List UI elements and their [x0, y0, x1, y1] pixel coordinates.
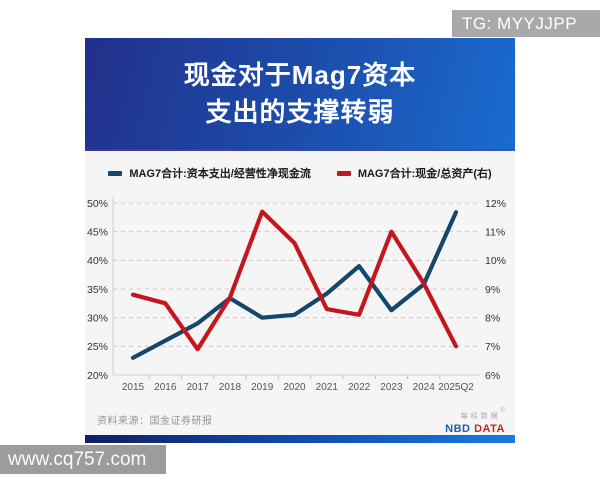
site-url-watermark: www.cq757.com: [0, 445, 166, 474]
legend-label-cash: MAG7合计:现金/总资产(右): [357, 168, 492, 180]
right-axis-tick: 9%: [485, 284, 500, 296]
series-line-left: [130, 210, 459, 360]
left-axis-tick: 35%: [87, 284, 108, 296]
left-axis-tick: 20%: [87, 370, 108, 382]
left-axis-tick: 25%: [87, 341, 108, 353]
nbd-logo-chinese: 每经数据: [460, 413, 501, 420]
legend-item-capex: MAG7合计:资本支出/经营性净现金流: [108, 165, 311, 181]
x-axis-label: 2024: [413, 382, 436, 393]
content-column: 现金对于Mag7资本 支出的支撑转弱 MAG7合计:资本支出/经营性净现金流 M…: [85, 38, 515, 443]
right-axis-tick: 11%: [485, 226, 505, 238]
nbd-logo-nbd: NBD: [445, 422, 471, 435]
chart-area: 50% 12% 45% 11% 40% 10% 35% 9% 30% 8% 25% 7% 20% 6% 20…: [85, 191, 515, 401]
right-axis-tick: 6%: [485, 370, 500, 382]
left-axis-tick: 30%: [87, 312, 108, 324]
line-chart: 50% 12% 45% 11% 40% 10% 35% 9% 30% 8% 25% 7% 20% 6% 20…: [87, 197, 506, 393]
right-axis-tick: 7%: [485, 341, 500, 353]
title-banner: 现金对于Mag7资本 支出的支撑转弱: [85, 38, 515, 151]
x-axis-label: 2022: [348, 382, 371, 393]
legend-label-capex: MAG7合计:资本支出/经营性净现金流: [129, 168, 311, 180]
x-axis-label: 2023: [380, 382, 403, 393]
chart-footer: 资料来源：国金证券研报 每经数据© NBD DATA: [85, 401, 515, 435]
left-axis-tick: 40%: [87, 255, 108, 267]
x-axis-label: 2017: [186, 382, 209, 393]
series-line-right: [130, 209, 459, 352]
chart-title-line2: 支出的支撑转弱: [205, 96, 395, 127]
right-axis-tick: 8%: [485, 312, 500, 324]
right-axis-tick: 10%: [485, 255, 506, 267]
copyright-mark: ©: [500, 407, 505, 414]
x-axis-label: 2015: [122, 382, 145, 393]
x-axis-label: 2021: [316, 382, 339, 393]
x-axis-label: 2020: [283, 382, 306, 393]
right-axis-tick: 12%: [485, 198, 506, 210]
left-axis-tick: 45%: [87, 226, 108, 238]
left-axis-tick: 50%: [87, 198, 108, 210]
tg-contact-watermark: TG: MYYJJPP: [452, 10, 600, 37]
x-axis-label: 2025Q2: [438, 382, 474, 393]
legend-item-cash: MAG7合计:现金/总资产(右): [336, 165, 492, 181]
x-axis-label: 2016: [154, 382, 177, 393]
nbd-logo-data: DATA: [474, 422, 505, 435]
chart-card: MAG7合计:资本支出/经营性净现金流 MAG7合计:现金/总资产(右) 50%…: [85, 151, 515, 435]
chart-legend: MAG7合计:资本支出/经营性净现金流 MAG7合计:现金/总资产(右): [85, 164, 515, 182]
data-source-note: 资料来源：国金证券研报: [97, 416, 213, 428]
x-axis-label: 2018: [219, 382, 242, 393]
x-axis-label: 2019: [251, 382, 274, 393]
bottom-accent-bar: [85, 435, 515, 443]
nbd-data-logo: 每经数据© NBD DATA: [445, 405, 505, 435]
legend-swatch-blue: [108, 170, 123, 176]
chart-title-line1: 现金对于Mag7资本: [183, 59, 417, 90]
legend-swatch-red: [336, 170, 351, 176]
